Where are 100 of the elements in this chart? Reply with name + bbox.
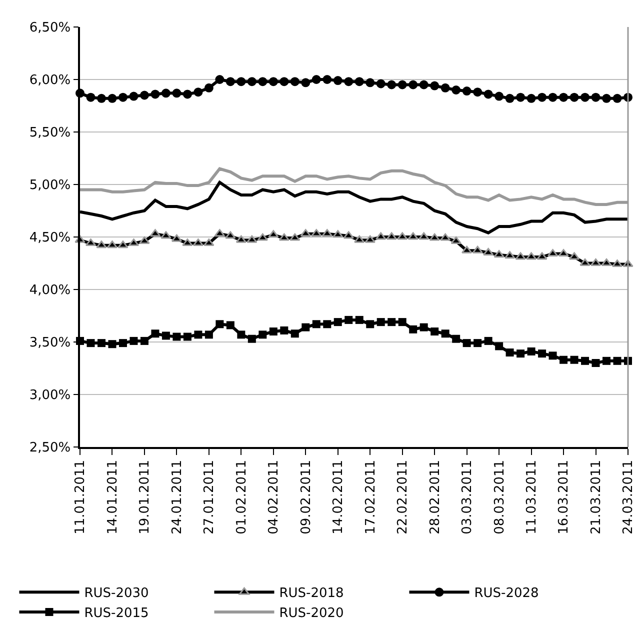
point (236, 77, 246, 86)
point (450, 236, 462, 244)
point (183, 332, 192, 341)
x-tick-label: 08.03.2011 (492, 460, 508, 534)
point (332, 230, 344, 238)
point (484, 90, 493, 99)
point (312, 320, 320, 328)
point (247, 77, 256, 86)
x-tick-label: 27.01.2011 (202, 460, 218, 534)
point (86, 92, 96, 102)
point (301, 78, 310, 88)
point (494, 250, 504, 258)
point (494, 92, 504, 101)
y-tick-label: 3,50% (29, 336, 71, 351)
x-tick-label: 09.02.2011 (298, 460, 314, 534)
y-tick-label: 6,50% (29, 20, 71, 36)
point (398, 80, 407, 90)
point (505, 94, 514, 103)
point (333, 76, 342, 86)
point (366, 78, 375, 88)
point (364, 235, 376, 243)
point (172, 332, 181, 341)
point (160, 231, 172, 239)
point (226, 77, 235, 86)
x-tick-label: 03.03.2011 (460, 460, 476, 534)
x-tick-label: 28.02.2011 (428, 460, 443, 534)
point (612, 94, 622, 103)
x-tick-label: 19.01.2011 (138, 460, 153, 534)
x-tick-label: 24.01.2011 (170, 460, 185, 534)
point (334, 318, 342, 326)
point (526, 94, 536, 103)
point (570, 356, 578, 364)
point (462, 86, 472, 96)
point (408, 80, 418, 90)
x-tick-label: 11.03.2011 (524, 460, 540, 534)
point (216, 320, 224, 328)
y-tick-label: 5,00% (29, 178, 71, 194)
legend-label: RUS-2028 (474, 586, 539, 602)
point (355, 316, 364, 324)
point (118, 240, 128, 248)
y-tick-label: 3,00% (29, 388, 71, 404)
point (440, 83, 450, 92)
point (130, 336, 138, 345)
point (290, 233, 300, 241)
point (226, 321, 234, 330)
point (430, 328, 439, 336)
point (322, 75, 332, 84)
point (258, 77, 268, 86)
point (376, 79, 386, 88)
point (591, 92, 600, 102)
point (354, 235, 365, 243)
point (420, 323, 428, 332)
point (323, 320, 332, 328)
point (473, 88, 482, 97)
point (419, 80, 428, 90)
legend-label: RUS-2018 (279, 586, 344, 602)
legend-label: RUS-2020 (279, 606, 344, 622)
point (538, 350, 546, 358)
x-tick-label: 14.02.2011 (331, 460, 346, 534)
x-tick-label: 01.02.2011 (234, 460, 250, 534)
point (97, 339, 106, 348)
point (602, 94, 612, 103)
point (204, 83, 214, 92)
x-tick-label: 24.03.2011 (621, 460, 636, 534)
x-tick-label: 04.02.2011 (266, 460, 282, 534)
point (290, 77, 300, 86)
point (548, 352, 557, 360)
point (570, 92, 579, 102)
legend-label: RUS-2030 (84, 586, 149, 602)
point (162, 332, 170, 340)
point (386, 232, 397, 240)
point (108, 94, 117, 103)
point (354, 77, 364, 86)
point (344, 316, 353, 324)
point (150, 90, 160, 99)
point (237, 330, 246, 339)
point (290, 330, 299, 338)
point (344, 77, 354, 86)
point (548, 92, 558, 102)
point (398, 318, 406, 326)
point (409, 325, 418, 334)
point (538, 92, 547, 102)
point (388, 318, 396, 326)
point (484, 336, 492, 345)
point (516, 92, 526, 102)
y-tick-label: 6,00% (29, 73, 71, 88)
point (151, 330, 160, 338)
point (558, 249, 569, 257)
point (462, 339, 471, 348)
point (366, 320, 374, 328)
y-tick-label: 4,00% (29, 283, 71, 298)
point (268, 77, 278, 86)
point (474, 339, 482, 348)
point (516, 350, 525, 358)
point (86, 339, 95, 348)
point (560, 356, 568, 364)
point (302, 323, 310, 332)
point (343, 231, 354, 239)
point (602, 356, 611, 365)
point (140, 336, 148, 345)
